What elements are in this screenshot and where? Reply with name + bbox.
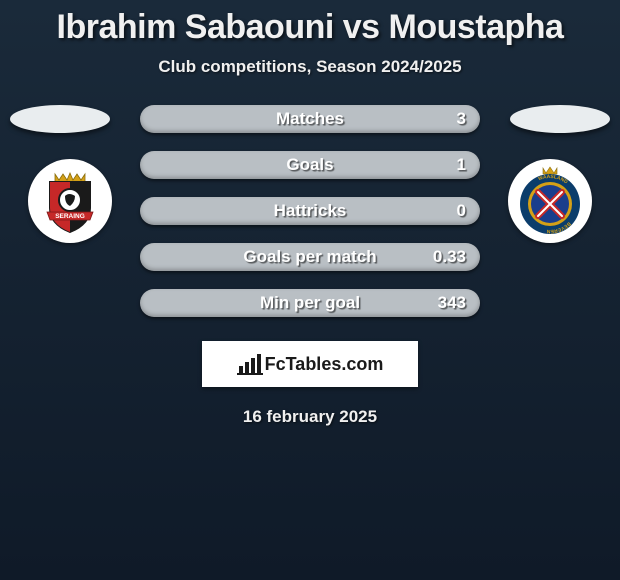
bar-chart-icon — [237, 353, 263, 375]
player-ellipse-left — [10, 105, 110, 133]
stat-label: Goals — [286, 155, 333, 175]
player-ellipse-right — [510, 105, 610, 133]
svg-text:SERAING: SERAING — [55, 213, 85, 220]
seraing-badge-icon: SERAING — [35, 166, 105, 236]
stat-row-goals: Goals 1 — [140, 151, 480, 179]
stat-row-hattricks: Hattricks 0 — [140, 197, 480, 225]
stat-row-min-per-goal: Min per goal 343 — [140, 289, 480, 317]
stat-row-goals-per-match: Goals per match 0.33 — [140, 243, 480, 271]
brand-box: FcTables.com — [202, 341, 418, 387]
stat-label: Matches — [276, 109, 344, 129]
mid-section: SERAING WAASL — [0, 105, 620, 317]
content-wrapper: Ibrahim Sabaouni vs Moustapha Club compe… — [0, 0, 620, 580]
stat-value: 0 — [457, 201, 466, 221]
stat-value: 1 — [457, 155, 466, 175]
stat-value: 3 — [457, 109, 466, 129]
stat-value: 0.33 — [433, 247, 466, 267]
brand-text: FcTables.com — [265, 354, 384, 375]
waasland-beveren-badge-icon: WAASLAND BEVEREN — [513, 164, 587, 238]
club-crest-right: WAASLAND BEVEREN — [500, 159, 600, 243]
club-crest-left: SERAING — [20, 159, 120, 243]
stat-label: Goals per match — [243, 247, 376, 267]
stat-label: Hattricks — [274, 201, 347, 221]
page-subtitle: Club competitions, Season 2024/2025 — [158, 57, 461, 77]
stat-row-matches: Matches 3 — [140, 105, 480, 133]
stat-label: Min per goal — [260, 293, 360, 313]
crest-circle-right: WAASLAND BEVEREN — [508, 159, 592, 243]
stat-value: 343 — [438, 293, 466, 313]
page-title: Ibrahim Sabaouni vs Moustapha — [57, 8, 564, 47]
date-text: 16 february 2025 — [243, 407, 377, 427]
crest-circle-left: SERAING — [28, 159, 112, 243]
